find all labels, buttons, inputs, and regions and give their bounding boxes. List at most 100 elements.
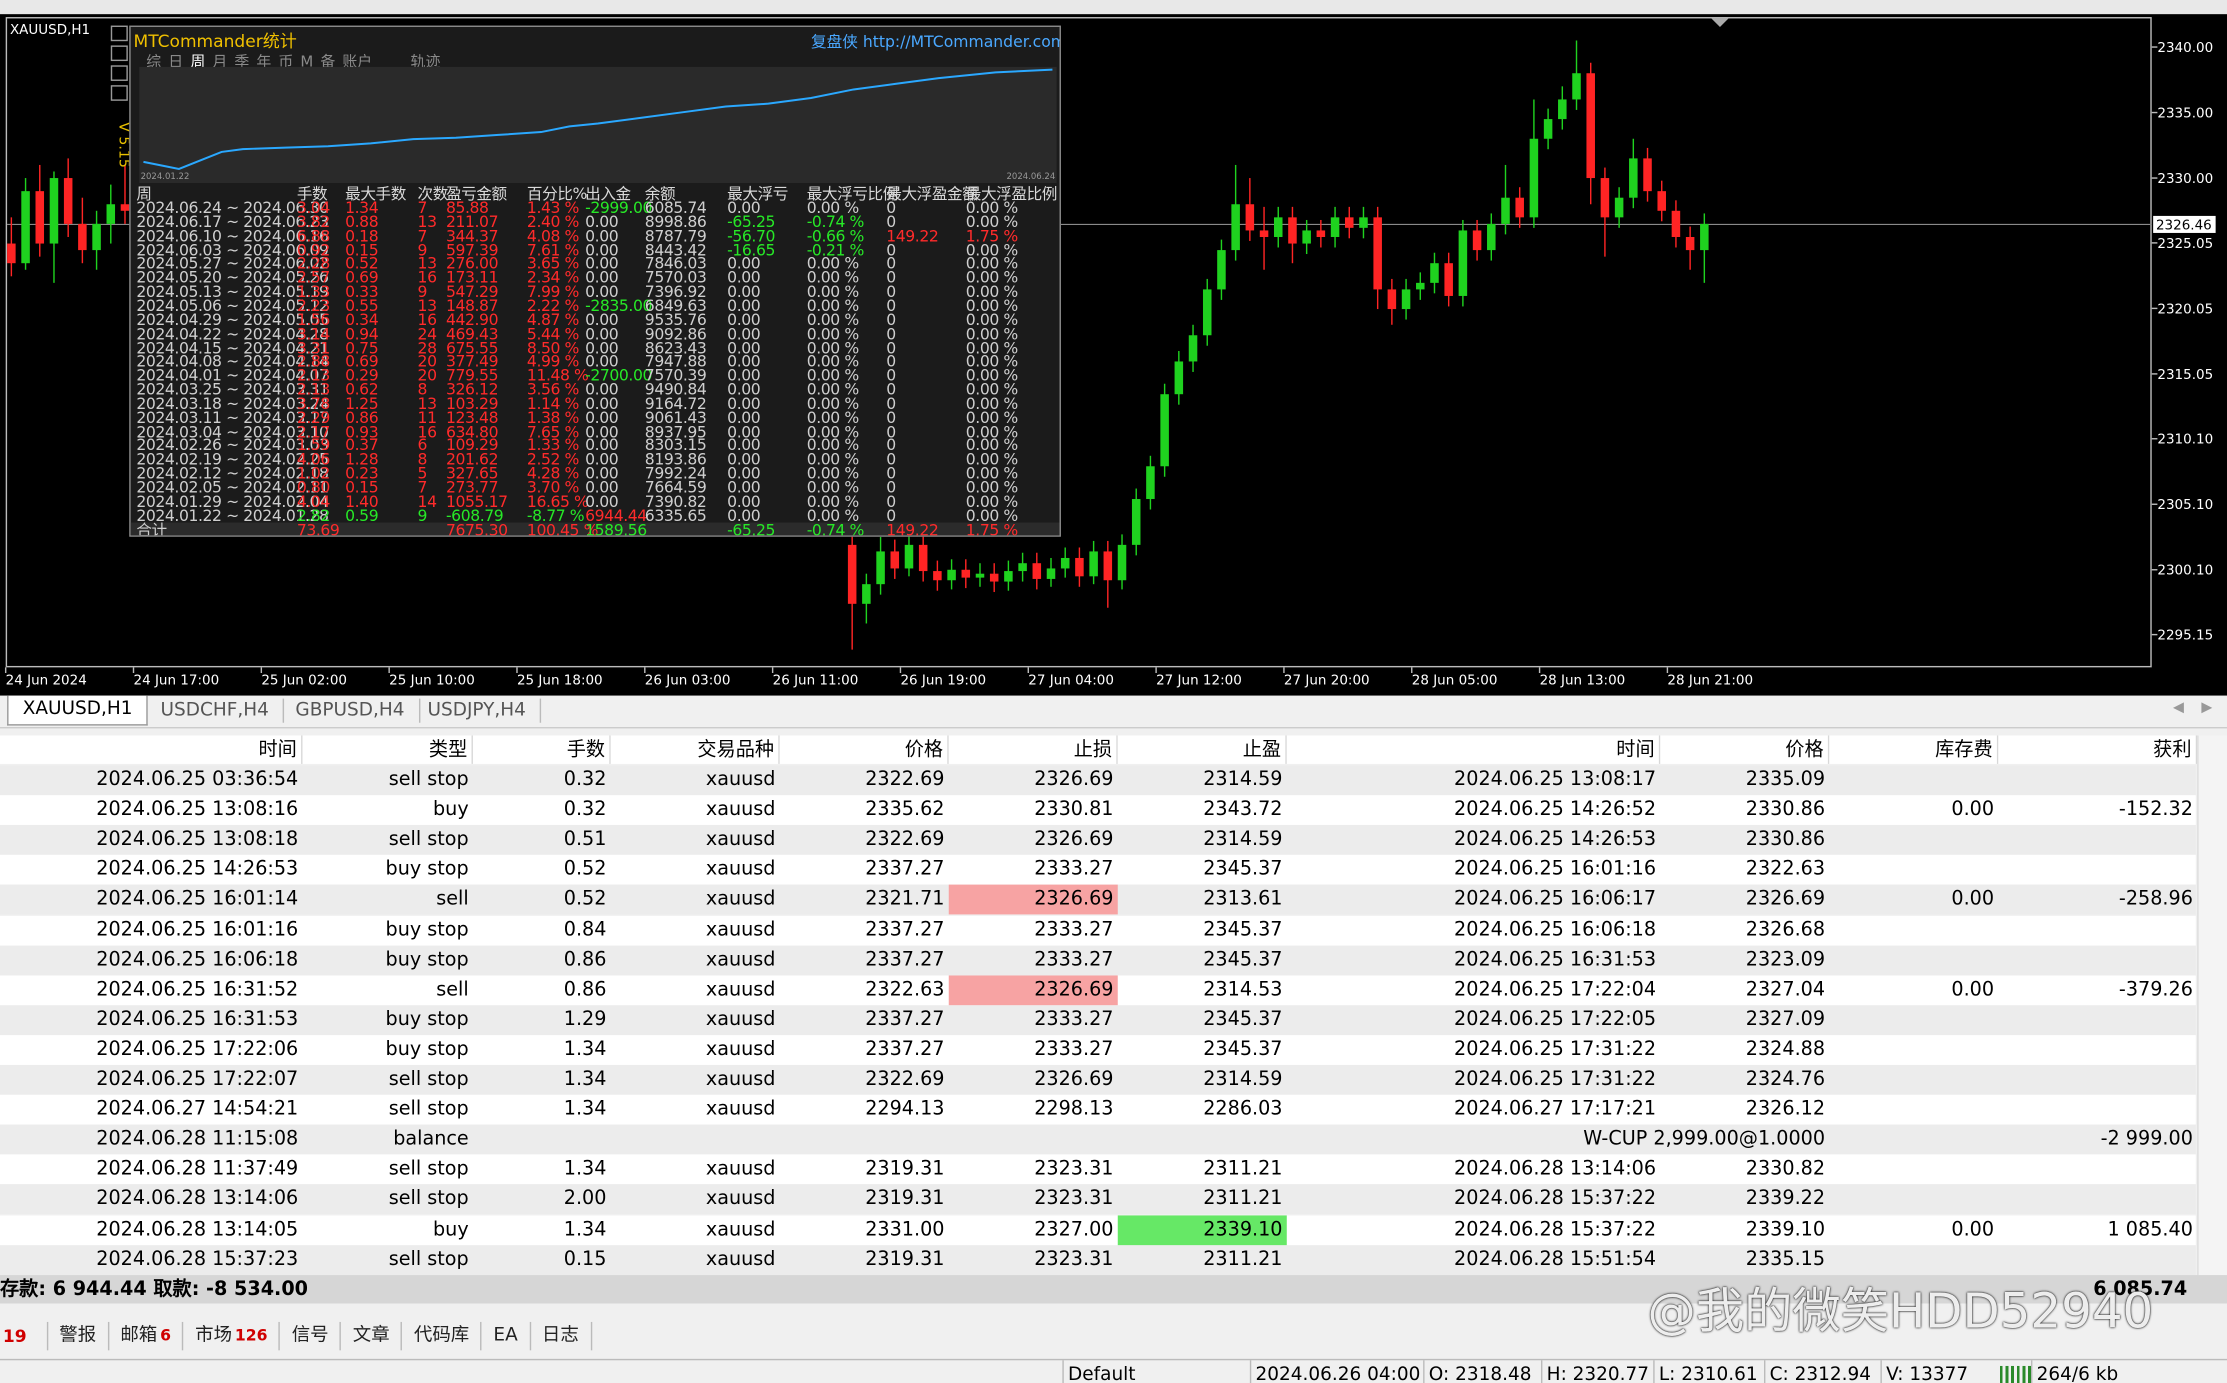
trade-cell: 2024.06.28 13:14:06 [1454,1157,1657,1181]
trade-cell: 2345.37 [1203,917,1283,941]
summary-right: 6 085.74 [2093,1277,2188,1301]
stats-cell: 0.00 [727,408,761,428]
candle-body [63,178,73,224]
stats-cell: 0.33 [345,282,379,302]
column-header[interactable]: 类型 [302,735,473,764]
candle-body [1316,230,1326,238]
column-header[interactable]: 手数 [472,735,611,764]
chart-tab[interactable]: XAUUSD,H1 [7,695,149,726]
trade-cell: sell [436,888,469,911]
stats-cell: 16 [417,268,437,288]
stats-cell: 7 [417,198,428,218]
stats-cell: 1.25 [345,394,379,414]
stats-cell: 5.44 % [526,324,579,344]
trade-cell: 2330.81 [1034,798,1114,821]
trade-cell: 2024.06.27 17:17:21 [1454,1097,1657,1121]
column-header[interactable]: 止损 [948,735,1118,764]
stats-cell: 0 [886,492,896,511]
trade-cell: 2327.00 [1034,1217,1114,1241]
stats-cell: 0.00 % [965,422,1018,442]
stats-cell: 0.00 % [806,380,859,400]
trade-cell: xauusd [705,798,776,821]
stats-cell: 0.00 % [965,492,1018,511]
trade-cell: 2326.12 [1745,1097,1826,1121]
trade-cell: 1.34 [563,1217,607,1241]
stats-cell: 0.00 [585,324,619,344]
x-tick-label: 26 Jun 11:00 [773,672,859,688]
column-header[interactable]: 获利 [1998,735,2198,764]
trade-cell: 2311.21 [1203,1157,1283,1181]
chart-tab[interactable]: USDCHF,H4 [146,698,285,723]
trade-cell: 0.00 [1951,888,1995,911]
stats-cell: 0 [886,352,896,372]
panel-button[interactable] [110,85,128,101]
panel-title: MTCommander统计 [133,31,297,52]
terminal-tab[interactable]: 市场 126 [182,1321,279,1351]
scrollbar[interactable] [2197,735,2227,1304]
panel-button[interactable] [110,65,128,81]
trade-cell: 2324.88 [1745,1037,1826,1061]
y-tick-label: 2335.00 [2157,106,2213,122]
stats-cell: 0.00 [585,394,619,414]
panel-button[interactable] [110,25,128,42]
trade-cell: 2345.37 [1203,1037,1283,1061]
trade-cell: 2324.76 [1745,1067,1826,1091]
candle-body [1202,289,1212,336]
trade-cell: 2322.69 [865,768,945,791]
trade-cell: 2.00 [563,1187,607,1211]
trade-cell: -152.32 [2118,798,2193,821]
trade-row: 2024.06.25 16:01:14 sell 0.52 xauusd 2321.71… [0,885,2196,915]
candle-body [1430,263,1439,283]
stats-header: 手数 [296,184,328,204]
terminal-tab[interactable]: 警报 [46,1321,107,1351]
trade-row: 2024.06.28 11:15:08 balance W-CUP 2,999.00… [0,1124,2196,1155]
column-header[interactable]: 交易品种 [610,735,780,764]
column-header[interactable]: 价格 [1660,735,1830,764]
stats-cell: 2.23 [296,296,331,316]
column-header[interactable]: 价格 [779,735,949,764]
terminal-tab[interactable]: 文章 [340,1321,401,1351]
trade-cell: 2337.27 [865,917,945,941]
terminal-tab[interactable]: 邮箱 6 [107,1321,183,1351]
candle-body [918,544,928,572]
column-header[interactable]: 库存费 [1829,735,1999,764]
panel-link[interactable]: 复盘侠 http://MTCommander.com [810,32,1061,52]
stats-cell: 0.00 % [965,254,1018,274]
tab-scroll-right[interactable]: ▶ [2201,700,2213,716]
column-header[interactable]: 时间 [1286,735,1661,764]
stats-cell: 0 [886,212,896,232]
panel-button[interactable] [110,45,128,62]
trade-cell: 2024.06.27 14:54:21 [96,1097,299,1121]
trade-cell: 2323.09 [1745,947,1826,971]
stats-cell: 211.07 [445,212,499,232]
tab-scroll-left[interactable]: ◀ [2173,700,2184,716]
stats-cell: -0.66 % [806,226,865,246]
chart-tab[interactable]: GBPUSD,H4 [281,698,421,723]
column-header[interactable]: 止盈 [1117,735,1287,764]
stats-header: 百分比% [526,184,587,204]
stats-cell: 1.43 % [526,198,579,218]
candle-body [21,191,30,264]
trade-cell: 2024.06.25 16:01:16 [1454,858,1657,881]
stats-cell: 11.48 % [526,366,589,386]
terminal-tab[interactable]: 代码库 [401,1321,481,1351]
terminal-tab[interactable]: 日志 [529,1321,590,1351]
stats-cell: 327.65 [445,464,499,483]
x-tick-label: 25 Jun 02:00 [261,672,347,688]
chart-tab[interactable]: USDJPY,H4 [413,698,542,723]
stats-cell: 0 [886,282,896,302]
column-header[interactable]: 时间 [0,735,303,764]
stats-cell: 7947.88 [644,352,707,372]
stats-cell: 2024.06.17 ~ 2024.06.23 [136,212,329,232]
stats-cell: 0.00 [727,464,761,483]
terminal-tab[interactable]: 信号 [278,1321,340,1351]
terminal-tab[interactable]: EA [480,1321,529,1351]
stats-cell: 9535.76 [644,310,707,330]
trade-row: 2024.06.28 13:14:06 sell stop 2.00 xauusd 23… [0,1184,2196,1215]
status-field: L: 2310.61 [1658,1364,1758,1383]
stats-cell: 20 [417,352,437,372]
trade-cell: 2333.27 [1034,947,1114,971]
stats-cell: -16.65 [727,240,776,260]
chart-tabs: XAUUSD,H1 USDCHF,H4 GBPUSD,H4 USDJPY,H4 ◀ ▶ [0,695,2227,729]
candle-body [1345,217,1354,228]
